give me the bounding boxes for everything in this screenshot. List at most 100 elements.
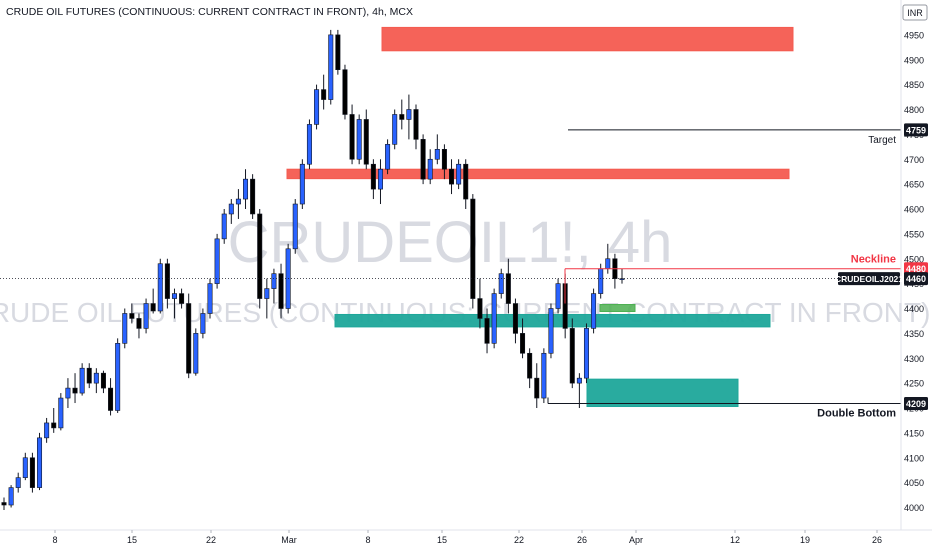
candle xyxy=(342,64,348,120)
price-tag-4209[interactable]: 4209 xyxy=(904,397,928,411)
time-tick-label: 22 xyxy=(206,535,216,545)
price-tag-last[interactable]: 4460 xyxy=(904,272,928,286)
price-tick-label: 4700 xyxy=(904,155,924,165)
time-axis[interactable]: 8 15 22 Mar 8 15 22 26 Apr 12 19 26 xyxy=(52,530,882,545)
candle xyxy=(541,348,547,404)
candle xyxy=(15,472,21,493)
candle-body-up xyxy=(306,124,312,165)
candle-body-up xyxy=(548,308,554,354)
candle-body-up xyxy=(292,203,298,250)
candle-body-up xyxy=(235,198,241,205)
price-tick-label: 4650 xyxy=(904,180,924,190)
candle xyxy=(512,298,518,344)
candle-body-down xyxy=(86,367,92,384)
candle xyxy=(576,373,582,408)
candle-body-down xyxy=(349,114,355,160)
candle-body-up xyxy=(377,168,383,190)
candle-body-down xyxy=(470,198,476,299)
candle xyxy=(427,149,433,185)
candle-body-down xyxy=(51,422,57,429)
candle xyxy=(157,258,163,314)
candle xyxy=(143,298,149,334)
demand-zone[interactable] xyxy=(586,378,739,408)
candle-body-down xyxy=(463,163,469,200)
currency-badge[interactable]: INR xyxy=(902,4,928,21)
candle-body-up xyxy=(143,303,149,329)
symbol-tag-text: CRUDEOILJ2021 xyxy=(835,274,903,284)
candle xyxy=(434,134,440,165)
candle xyxy=(377,159,383,205)
candle xyxy=(321,74,327,110)
candle-body-down xyxy=(363,119,369,165)
candle xyxy=(591,288,597,334)
candle xyxy=(200,308,206,339)
candle xyxy=(363,109,369,170)
candle-body-up xyxy=(171,293,177,299)
time-tick-label: 12 xyxy=(730,535,740,545)
price-tag-4759[interactable]: 4759 xyxy=(904,123,928,137)
candle xyxy=(370,159,376,200)
neckline-label: Neckline xyxy=(851,254,896,266)
candle-body-up xyxy=(264,288,270,299)
candle xyxy=(186,293,192,379)
price-axis[interactable]: 4000405041004150420042504300435044004450… xyxy=(904,30,924,513)
candle xyxy=(22,452,28,481)
price-tick-label: 4900 xyxy=(904,55,924,65)
candle xyxy=(264,278,270,319)
candle xyxy=(8,485,14,508)
candle xyxy=(498,268,504,299)
candle-body-down xyxy=(342,69,348,115)
supply-zone[interactable] xyxy=(286,168,790,180)
candle xyxy=(463,159,469,209)
price-tick-label: 4300 xyxy=(904,354,924,364)
candle-body-up xyxy=(207,283,213,314)
time-tick-label: Apr xyxy=(629,535,643,545)
candle xyxy=(505,258,511,314)
candle xyxy=(583,323,589,384)
candle xyxy=(548,303,554,359)
candle-body-down xyxy=(108,387,114,411)
time-tick-label: 15 xyxy=(437,535,447,545)
candle xyxy=(399,99,405,130)
time-tick-label: 8 xyxy=(365,535,370,545)
candle-body-up xyxy=(456,163,462,185)
candle xyxy=(271,268,277,304)
candle-body-up xyxy=(591,293,597,329)
candle-body-up xyxy=(115,343,121,411)
candle xyxy=(292,199,298,254)
candle xyxy=(328,29,334,105)
candle-body-up xyxy=(392,114,398,145)
small-zone[interactable] xyxy=(599,304,636,312)
candle-body-down xyxy=(29,457,35,488)
price-tick-label: 4850 xyxy=(904,80,924,90)
candle-body-down xyxy=(441,149,447,170)
candle-body-down xyxy=(420,139,426,180)
candle-body-up xyxy=(498,273,504,294)
price-tick-label: 4400 xyxy=(904,304,924,314)
supply-zone[interactable] xyxy=(381,26,794,52)
candle xyxy=(449,159,455,195)
symbol-tag[interactable]: CRUDEOILJ2021 xyxy=(835,272,903,286)
candle xyxy=(299,159,305,209)
price-tag-4480[interactable]: 4480 xyxy=(904,262,928,276)
candle xyxy=(484,308,490,354)
candle-body-down xyxy=(321,89,327,100)
candle-body-down xyxy=(413,109,419,140)
candle-body-up xyxy=(79,367,85,394)
candle-body-down xyxy=(335,34,341,71)
watermark: CRUDEOIL1!, 4h CRUDE OIL FUTURES (CONTIN… xyxy=(0,210,930,328)
candle xyxy=(171,288,177,319)
price-tick-label: 4500 xyxy=(904,254,924,264)
candle xyxy=(278,263,284,319)
candle xyxy=(179,288,185,309)
candle xyxy=(441,144,447,180)
candle xyxy=(527,348,533,389)
candle xyxy=(392,109,398,150)
candle xyxy=(235,189,241,219)
candle xyxy=(420,134,426,185)
candle-body-down xyxy=(72,387,78,394)
candle xyxy=(51,408,57,433)
price-tick-label: 4250 xyxy=(904,379,924,389)
